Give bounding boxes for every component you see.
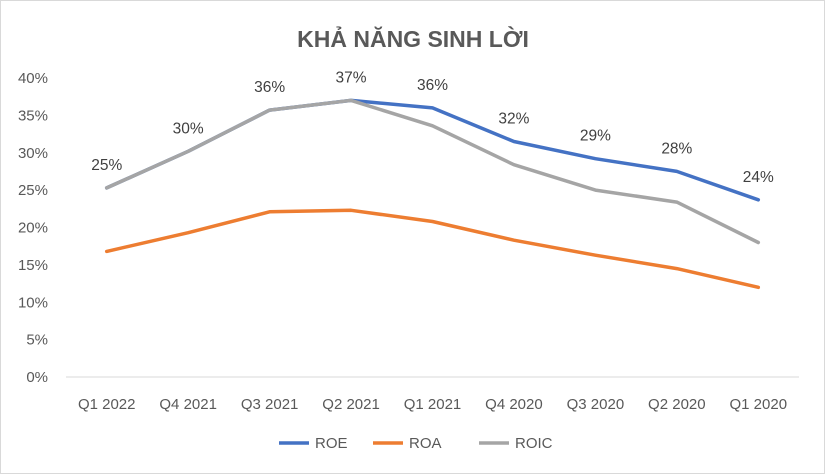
data-label: 25% — [91, 157, 122, 174]
y-tick-label: 0% — [26, 369, 48, 386]
x-tick-label: Q1 2021 — [404, 396, 462, 413]
x-tick-label: Q2 2021 — [322, 396, 380, 413]
y-tick-label: 10% — [18, 294, 48, 311]
x-tick-label: Q3 2020 — [567, 396, 625, 413]
chart-title: KHẢ NĂNG SINH LỜI — [297, 24, 529, 52]
legend-label-roic: ROIC — [515, 435, 553, 452]
data-labels: 25% 30% 36% 37% 36% 32% 29% 28% 24% — [91, 69, 774, 185]
x-tick-label: Q4 2020 — [485, 396, 543, 413]
y-tick-label: 20% — [18, 220, 48, 237]
plot-lines — [104, 98, 761, 290]
data-label: 29% — [580, 128, 611, 145]
series-line-roic — [104, 98, 761, 245]
data-label: 28% — [661, 140, 692, 157]
y-tick-label: 35% — [18, 107, 48, 124]
x-axis: Q1 2022 Q4 2021 Q3 2021 Q2 2021 Q1 2021 Q4 20… — [78, 396, 787, 413]
x-tick-label: Q4 2021 — [159, 396, 217, 413]
y-tick-label: 30% — [18, 145, 48, 162]
y-axis: 40% 35% 30% 25% 20% 15% 10% 5% 0% — [18, 70, 48, 386]
data-label: 37% — [336, 69, 367, 86]
legend-label-roe: ROE — [315, 435, 348, 452]
y-tick-label: 25% — [18, 182, 48, 199]
data-label: 30% — [173, 120, 204, 137]
data-label: 36% — [254, 79, 285, 96]
x-tick-label: Q3 2021 — [241, 396, 299, 413]
x-tick-label: Q1 2020 — [730, 396, 788, 413]
data-label: 36% — [417, 77, 448, 94]
legend: ROE ROA ROIC — [279, 435, 553, 452]
data-label: 32% — [498, 111, 529, 128]
y-tick-label: 5% — [26, 332, 48, 349]
y-tick-label: 40% — [18, 70, 48, 87]
x-tick-label: Q2 2020 — [648, 396, 706, 413]
legend-label-roa: ROA — [409, 435, 442, 452]
x-tick-label: Q1 2022 — [78, 396, 136, 413]
series-line-roa — [104, 208, 761, 290]
y-tick-label: 15% — [18, 257, 48, 274]
data-label: 24% — [743, 169, 774, 186]
